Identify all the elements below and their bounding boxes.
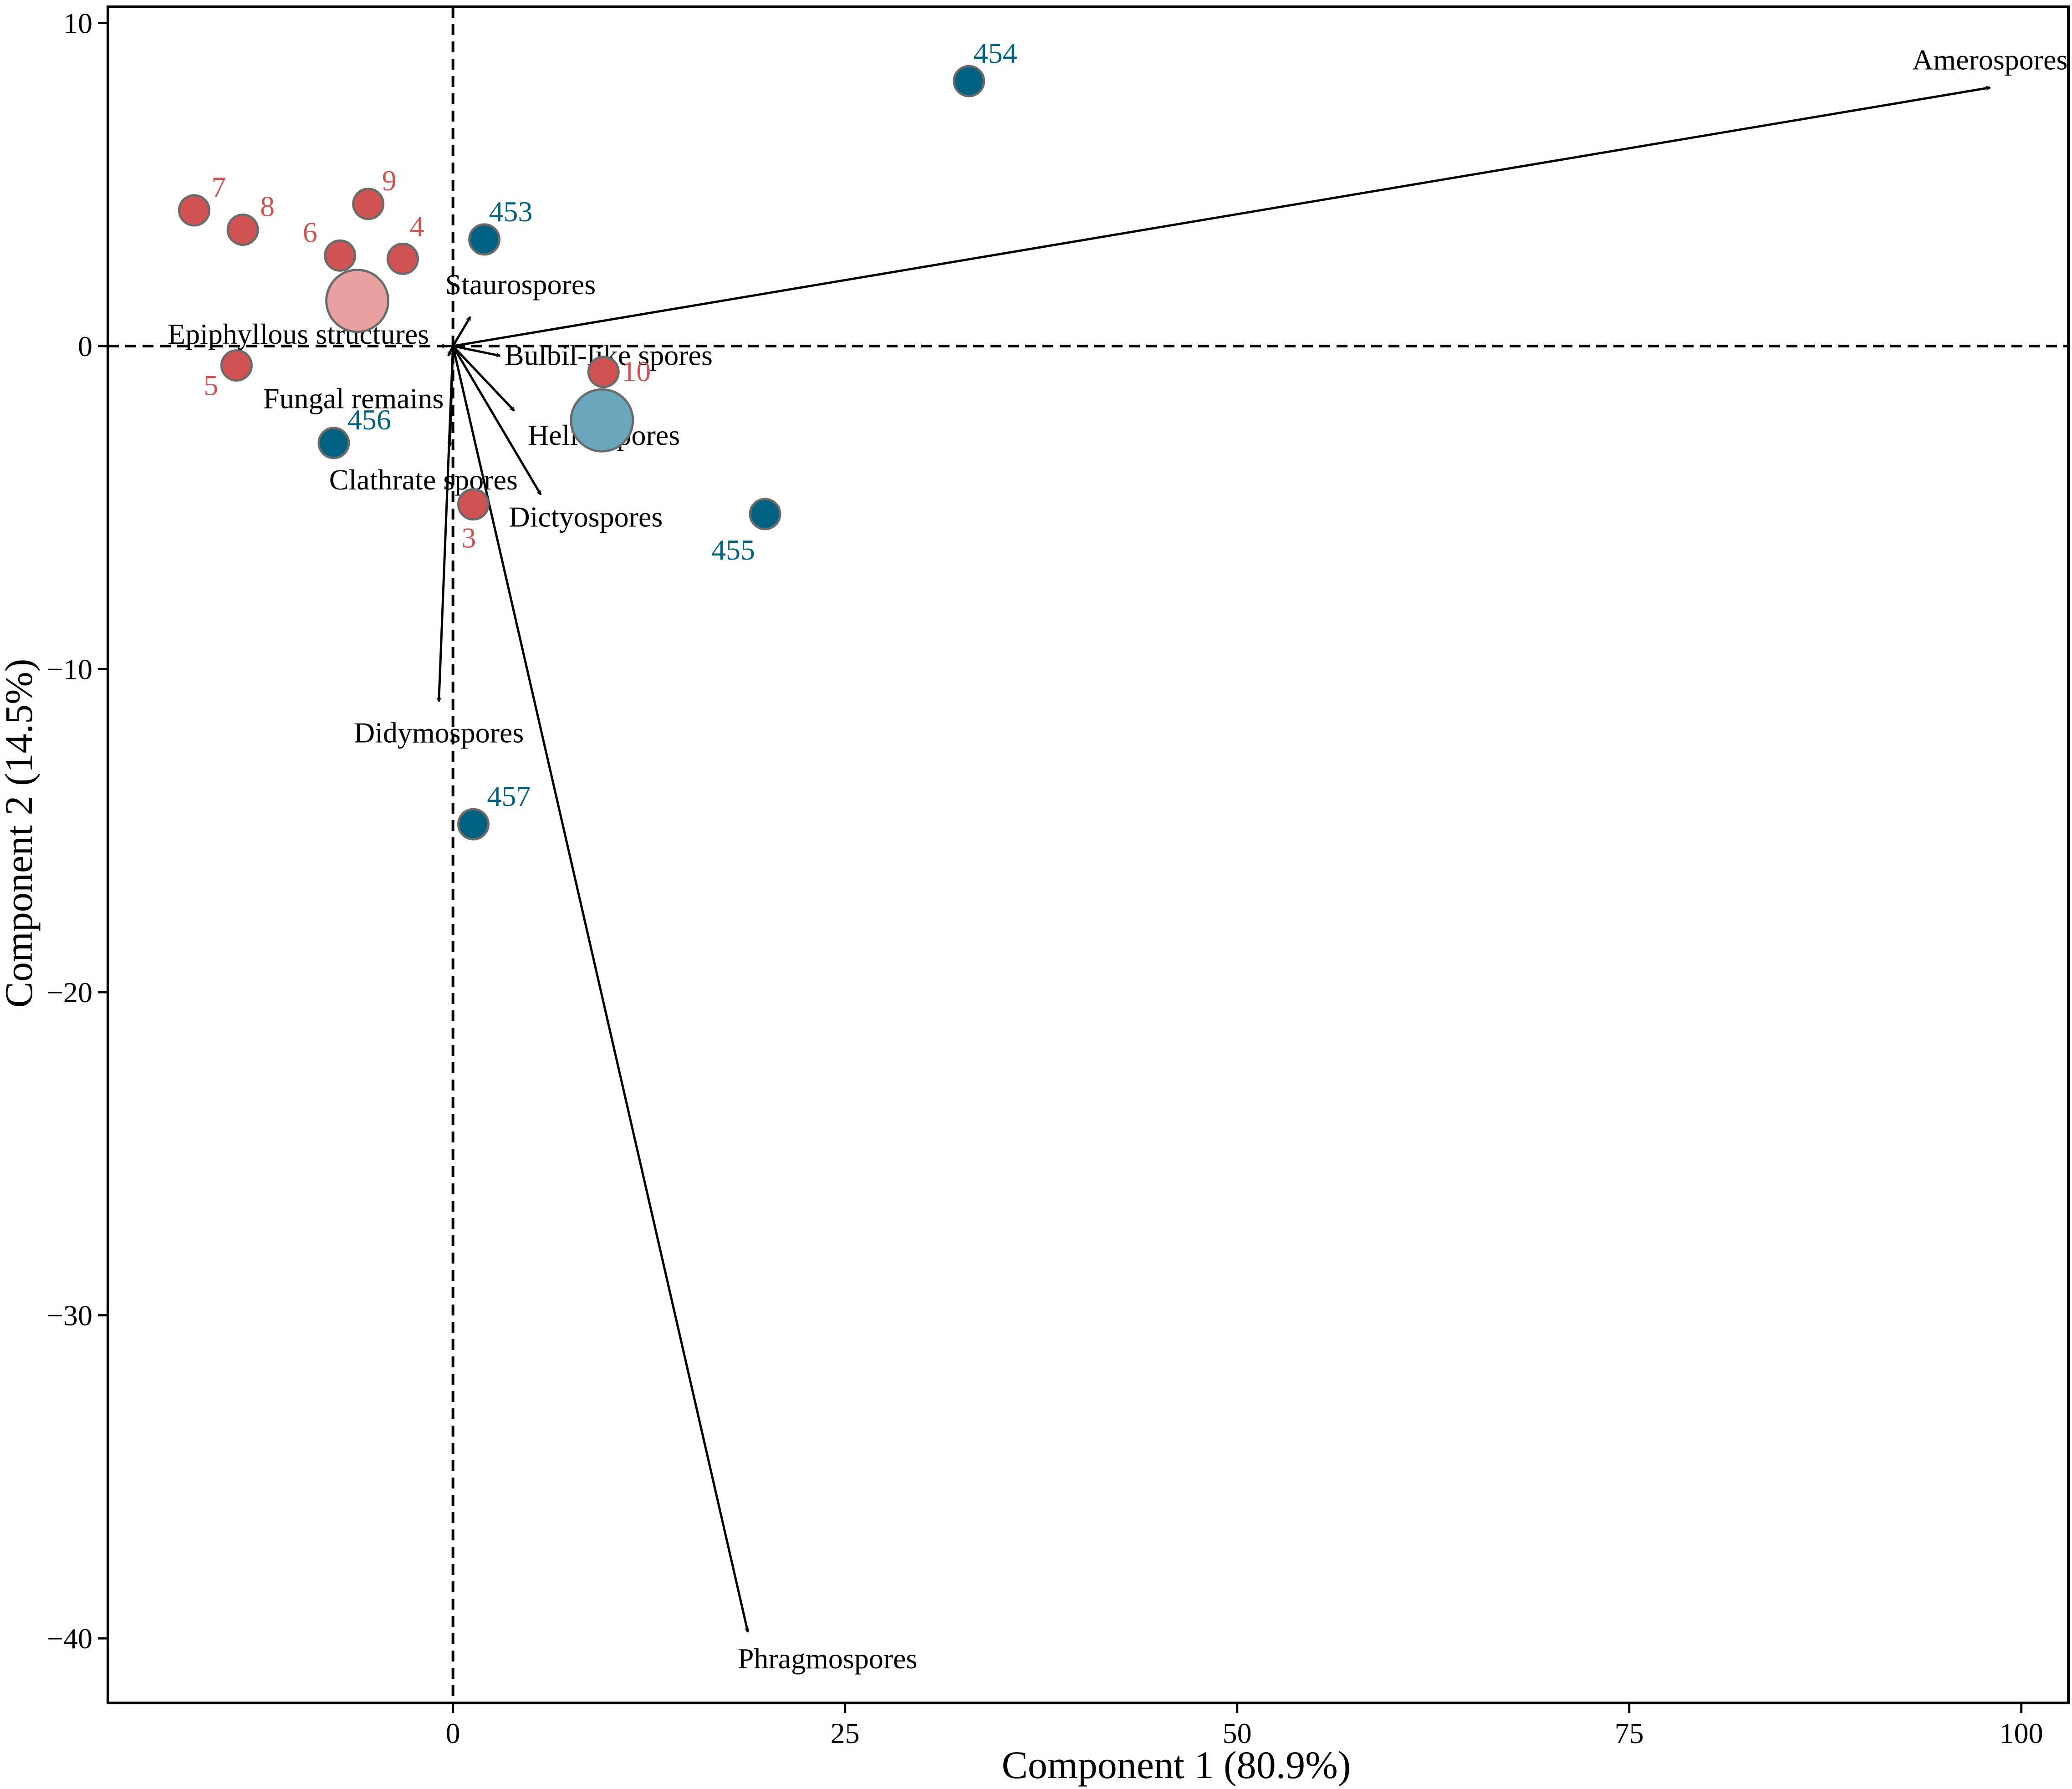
loading-label-didymospores: Didymospores (354, 716, 524, 749)
y-tick-label: 0 (78, 330, 92, 362)
y-tick-label: −20 (47, 976, 92, 1009)
data-point-label-3: 3 (461, 522, 476, 554)
data-point-453 (468, 223, 501, 256)
data-point-9 (352, 188, 385, 220)
loading-arrow-fungal-remains (447, 345, 454, 356)
loading-arrow-bulbil-like-spores (453, 345, 500, 356)
plot-panel (107, 5, 2070, 1704)
loading-arrow-helicospores (452, 345, 514, 411)
data-point-5 (220, 349, 253, 382)
x-tick-label: 75 (1615, 1717, 1644, 1749)
data-point-3 (457, 488, 490, 521)
y-tick-label: −40 (47, 1622, 92, 1655)
data-point-label-457: 457 (487, 780, 531, 812)
data-point-label-453: 453 (489, 195, 533, 228)
loading-arrow-staurospores (452, 317, 471, 347)
loading-label-amerospores: Amerospores (1912, 43, 2067, 76)
data-point-455 (749, 498, 781, 530)
data-point-label-8: 8 (260, 190, 275, 223)
x-tick-label: 25 (831, 1717, 860, 1749)
x-tick-label: 100 (2000, 1717, 2043, 1749)
loading-arrow-dictyospores (452, 345, 542, 494)
data-point-label-9: 9 (382, 164, 397, 197)
data-point-7 (178, 194, 210, 227)
y-tick-label: −10 (47, 653, 92, 686)
data-point-label-455: 455 (711, 534, 755, 566)
data-point-label-10: 10 (622, 355, 651, 387)
loading-label-phragmospores: Phragmospores (738, 1642, 918, 1675)
data-point-8 (226, 214, 259, 246)
data-point-label-4: 4 (409, 210, 424, 242)
loading-arrow-clathrate-spores (450, 346, 454, 446)
x-axis-title: Component 1 (80.9%) (1002, 1743, 1351, 1787)
loading-label-fungal-remains: Fungal remains (263, 382, 444, 414)
loading-arrow-amerospores (453, 87, 1990, 347)
data-point-456 (317, 427, 350, 459)
centroid-group-a (325, 269, 390, 333)
score-points: 7 8 9 6 4 5 10 3 454 453 456 455 457 (178, 37, 1017, 841)
data-point-label-454: 454 (974, 37, 1017, 69)
data-point-label-5: 5 (204, 369, 218, 402)
loading-label-epiphyllous-structures: Epiphyllous structures (168, 318, 429, 350)
data-point-10 (587, 356, 620, 388)
data-point-454 (953, 65, 985, 97)
loading-arrow-phragmospores (452, 346, 748, 1632)
x-tick-label: 0 (446, 1717, 460, 1749)
loading-arrows: Amerospores Phragmospores Didymospores Dict… (168, 43, 2067, 1675)
reference-lines (108, 7, 2068, 1703)
y-tick-label: 10 (63, 7, 92, 39)
data-point-label-6: 6 (303, 216, 317, 248)
centroid-group-b (570, 388, 634, 453)
loading-label-clathrate-spores: Clathrate spores (329, 464, 518, 496)
y-tick-label: −30 (47, 1300, 92, 1332)
data-point-457 (457, 808, 490, 841)
data-point-label-7: 7 (211, 171, 226, 203)
y-axis-title: Component 2 (14.5%) (0, 659, 41, 1008)
data-point-6 (324, 239, 357, 272)
data-point-label-456: 456 (347, 403, 391, 436)
loading-label-dictyospores: Dictyospores (509, 500, 663, 533)
x-tick-label: 50 (1223, 1717, 1252, 1749)
data-point-4 (386, 242, 419, 275)
loading-label-staurospores: Staurospores (445, 268, 596, 301)
